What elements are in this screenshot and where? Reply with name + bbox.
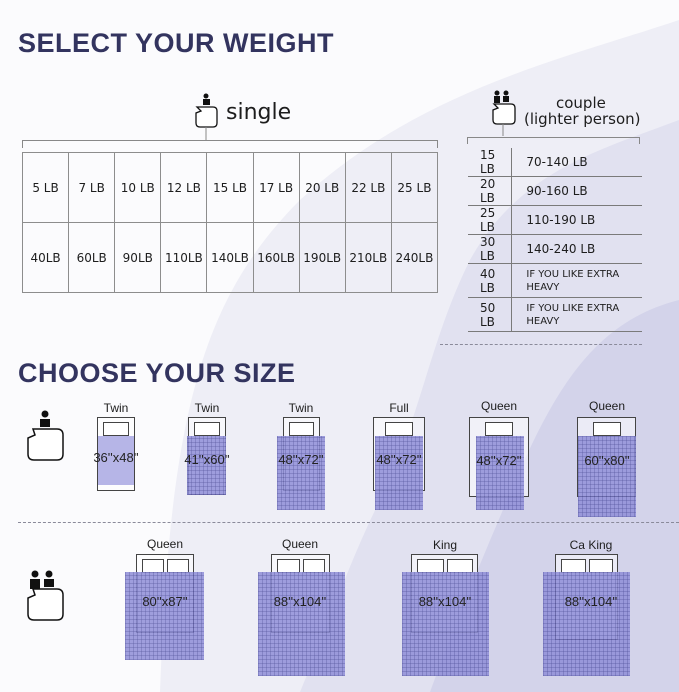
pillow [103, 422, 129, 436]
weight-cell: 110LB [160, 222, 208, 293]
blanket-size-label: 36''x48'' [93, 450, 139, 465]
blanket-size-label: 60''x80'' [584, 453, 630, 468]
couple-range: 90-160 LB [511, 176, 642, 206]
pillow [167, 559, 189, 573]
couple-weight: 40 LB [468, 263, 512, 298]
blanket-size-label: 48''x72'' [476, 453, 522, 468]
couple-sublabel: (lighter person) [524, 110, 641, 128]
blanket [187, 436, 226, 495]
weight-cell: 190LB [298, 222, 346, 293]
weight-cell: 10 LB [114, 152, 162, 223]
couple-bracket [467, 137, 640, 144]
couple-weight: 50 LB [468, 297, 512, 332]
couple-range: 70-140 LB [511, 148, 642, 177]
blanket [258, 572, 345, 676]
weight-cell: 20 LB [298, 152, 346, 223]
couple-blanket-icon [27, 570, 64, 621]
pillow [142, 559, 164, 573]
weight-cell: 40LB [21, 222, 70, 293]
divider [440, 344, 642, 345]
bed-type-label: King [432, 538, 458, 552]
couple-range: 110-190 LB [511, 205, 642, 235]
pillow [446, 559, 473, 573]
weight-cell: 25 LB [390, 152, 439, 223]
couple-label: couple [556, 94, 606, 112]
pillow [588, 559, 613, 573]
weight-cell: 5 LB [21, 152, 70, 223]
couple-range: 140-240 LB [511, 234, 642, 264]
blanket-size-label: 48''x72'' [278, 452, 324, 467]
bed-type-label: Twin [288, 401, 314, 415]
weight-cell: 60LB [68, 222, 116, 293]
bed-type-label: Queen [588, 399, 626, 413]
couple-weight: 15 LB [468, 148, 512, 177]
blanket [578, 436, 636, 517]
bed-type-label: Queen [281, 537, 319, 551]
blanket [125, 572, 204, 660]
weight-cell: 160LB [252, 222, 300, 293]
pillow [485, 422, 513, 436]
blanket-size-label: 41''x60'' [184, 452, 230, 467]
bed-type-label: Queen [480, 399, 518, 413]
blanket-size-label: 80''x87'' [142, 594, 188, 609]
blanket [375, 436, 423, 510]
pillow [561, 559, 586, 573]
single-person-blanket-icon [27, 410, 64, 461]
blanket-size-label: 88''x104'' [564, 594, 618, 609]
couple-weight-table: 15 LB 70-140 LB 20 LB 90-160 LB 25 LB 110-1… [468, 148, 642, 332]
weight-cell: 7 LB [68, 152, 116, 223]
bed-type-label: Twin [103, 401, 129, 415]
weight-cell: 140LB [206, 222, 254, 293]
couple-weight: 30 LB [468, 234, 512, 264]
weight-title: SELECT YOUR WEIGHT [18, 28, 335, 58]
single-bracket [22, 140, 438, 148]
blanket [543, 572, 630, 676]
single-person-blanket-icon [195, 93, 218, 140]
pillow [385, 422, 413, 436]
blanket [402, 572, 489, 676]
weight-cell: 210LB [344, 222, 392, 293]
couple-blanket-icon [492, 90, 516, 136]
weight-cell: 90LB [114, 222, 162, 293]
pillow [194, 422, 220, 436]
weight-cell: 240LB [390, 222, 439, 293]
blanket [476, 436, 524, 510]
bed-type-label: Twin [194, 401, 220, 415]
blanket-size-label: 48''x72'' [376, 452, 422, 467]
divider [18, 522, 679, 523]
bed-type-label: Queen [146, 537, 184, 551]
couple-range: IF YOU LIKE EXTRA HEAVY [511, 297, 642, 332]
weight-cell: 22 LB [344, 152, 392, 223]
couple-weight: 20 LB [468, 176, 512, 206]
size-title: CHOOSE YOUR SIZE [18, 358, 296, 388]
couple-range: IF YOU LIKE EXTRA HEAVY [511, 263, 642, 298]
weight-cell: 12 LB [160, 152, 208, 223]
pillow [277, 559, 300, 573]
blanket [98, 436, 134, 485]
pillow [302, 559, 325, 573]
blanket-size-label: 88''x104'' [273, 594, 327, 609]
weight-cell: 15 LB [206, 152, 254, 223]
pillow [592, 422, 621, 436]
blanket [277, 436, 325, 510]
pillow [417, 559, 444, 573]
single-label: single [226, 100, 292, 125]
blanket-size-label: 88''x104'' [418, 594, 472, 609]
pillow [289, 422, 314, 436]
bed-type-label: Ca King [569, 538, 613, 552]
single-weight-table: 5 LB 7 LB 10 LB 12 LB 15 LB 17 LB 20 LB 22 LB 25… [21, 152, 439, 293]
couple-weight: 25 LB [468, 205, 512, 235]
bed-type-label: Full [389, 401, 409, 415]
weight-cell: 17 LB [252, 152, 300, 223]
